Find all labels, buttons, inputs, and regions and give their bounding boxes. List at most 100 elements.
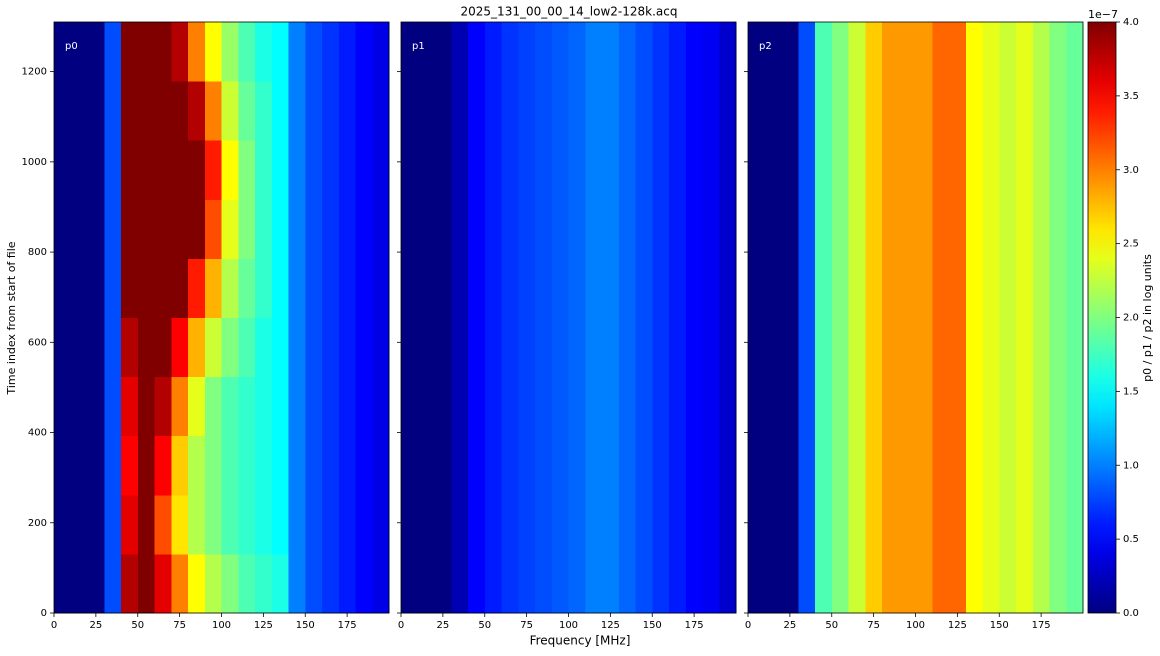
- heatmap-cell: [271, 22, 289, 82]
- heatmap-cell: [831, 22, 849, 614]
- heatmap-cell: [121, 22, 139, 82]
- x-tick-label: 100: [906, 620, 925, 631]
- heatmap-cell: [915, 22, 933, 614]
- heatmap-cell: [305, 140, 323, 200]
- heatmap-cell: [104, 317, 122, 378]
- heatmap-cell: [154, 317, 172, 378]
- heatmap-cell: [137, 376, 155, 437]
- heatmap-cell: [322, 553, 340, 614]
- heatmap-cell: [372, 553, 390, 614]
- heatmap-cell: [372, 199, 390, 259]
- heatmap-cell: [121, 81, 139, 141]
- colorbar-tick-label: 1.0: [1123, 460, 1139, 471]
- heatmap-cell: [154, 81, 172, 141]
- heatmap-cell: [54, 81, 72, 141]
- heatmap-cell: [271, 258, 289, 318]
- heatmap-cell: [288, 81, 306, 141]
- x-tick-label: 50: [131, 620, 144, 631]
- heatmap-cell: [54, 553, 72, 614]
- heatmap-cell: [87, 258, 105, 318]
- heatmap-cell: [288, 258, 306, 318]
- heatmap-cell: [104, 435, 122, 496]
- heatmap-cell: [322, 494, 340, 555]
- heatmap-cell: [798, 22, 816, 614]
- heatmap-cell: [305, 258, 323, 318]
- heatmap-cell: [204, 494, 222, 555]
- heatmap-cell: [70, 317, 88, 378]
- heatmap-cell: [171, 494, 189, 555]
- heatmap-cell: [288, 317, 306, 378]
- heatmap-cell: [484, 22, 502, 614]
- heatmap-cell: [54, 494, 72, 555]
- heatmap-cell: [221, 258, 239, 318]
- heatmap-cell: [271, 81, 289, 141]
- heatmap-cell: [204, 317, 222, 378]
- heatmap-cell: [338, 494, 356, 555]
- heatmap-cell: [322, 81, 340, 141]
- heatmap-cell: [171, 199, 189, 259]
- heatmap-cell: [87, 435, 105, 496]
- heatmap-cell: [188, 81, 206, 141]
- heatmap-cell: [221, 494, 239, 555]
- heatmap-cell: [70, 258, 88, 318]
- heatmap-cell: [1032, 22, 1050, 614]
- heatmap-cell: [1066, 22, 1084, 614]
- heatmap-cell: [401, 22, 419, 614]
- x-tick-label: 0: [51, 620, 57, 631]
- heatmap-cell: [898, 22, 916, 614]
- heatmap-cell: [104, 376, 122, 437]
- heatmap-cell: [221, 376, 239, 437]
- heatmap-cell: [355, 317, 373, 378]
- heatmap-cell: [121, 258, 139, 318]
- heatmap-cell: [255, 81, 273, 141]
- heatmap-cell: [702, 22, 720, 614]
- heatmap-cell: [221, 140, 239, 200]
- heatmap-cell: [255, 376, 273, 437]
- heatmap-cell: [121, 199, 139, 259]
- heatmap-cell: [171, 317, 189, 378]
- heatmap-cell: [568, 22, 586, 614]
- heatmap-cell: [305, 317, 323, 378]
- heatmap-cell: [188, 553, 206, 614]
- heatmap-cell: [305, 22, 323, 82]
- heatmap-cell: [685, 22, 703, 614]
- heatmap-cell: [355, 22, 373, 82]
- heatmap-cell: [70, 553, 88, 614]
- heatmap-cell: [451, 22, 469, 614]
- heatmap-cell: [848, 22, 866, 614]
- heatmap-cell: [104, 140, 122, 200]
- heatmap-cell: [154, 553, 172, 614]
- heatmap-cell: [171, 553, 189, 614]
- heatmap-cell: [87, 317, 105, 378]
- heatmap-cell: [54, 376, 72, 437]
- heatmap-cell: [204, 376, 222, 437]
- heatmap-cell: [238, 22, 256, 82]
- heatmap-cell: [221, 22, 239, 82]
- heatmap-cell: [322, 376, 340, 437]
- heatmap-cell: [137, 494, 155, 555]
- heatmap-cell: [188, 317, 206, 378]
- heatmap-cell: [355, 435, 373, 496]
- colorbar-label: p0 / p1 / p2 in log units: [1141, 254, 1154, 382]
- heatmap-cell: [535, 22, 553, 614]
- heatmap-cell: [221, 435, 239, 496]
- y-tick-label: 1000: [22, 157, 47, 168]
- x-tick-label: 175: [685, 620, 704, 631]
- heatmap-cell: [288, 140, 306, 200]
- heatmap-cell: [87, 22, 105, 82]
- heatmap-cell: [255, 22, 273, 82]
- heatmap-cell: [221, 199, 239, 259]
- heatmap-cell: [255, 140, 273, 200]
- x-tick-label: 150: [990, 620, 1009, 631]
- heatmap-cell: [372, 22, 390, 82]
- heatmap-cell: [1016, 22, 1034, 614]
- heatmap-cell: [288, 553, 306, 614]
- heatmap-cell: [188, 258, 206, 318]
- heatmap-cell: [188, 435, 206, 496]
- heatmap-cell: [652, 22, 670, 614]
- heatmap-cell: [104, 258, 122, 318]
- heatmap-cell: [54, 199, 72, 259]
- x-tick-label: 100: [212, 620, 231, 631]
- heatmap-cell: [982, 22, 1000, 614]
